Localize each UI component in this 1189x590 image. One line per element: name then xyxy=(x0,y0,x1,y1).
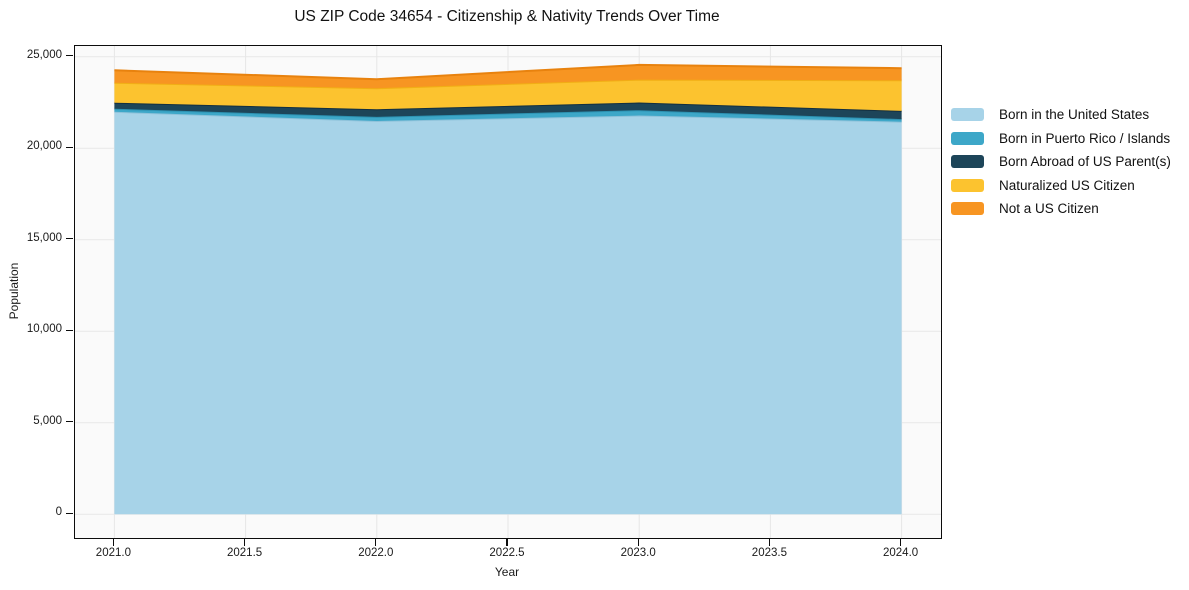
y-tick-mark xyxy=(65,238,73,240)
legend: Born in the United States Born in Puerto … xyxy=(951,103,1171,221)
legend-swatch-icon xyxy=(951,131,984,145)
y-tick-label: 25,000 xyxy=(26,48,62,61)
y-tick-mark xyxy=(65,146,73,148)
y-tick-mark xyxy=(65,421,73,423)
legend-item: Not a US Citizen xyxy=(951,197,1171,221)
y-tick-label: 15,000 xyxy=(26,231,62,244)
x-tick-label: 2021.0 xyxy=(95,547,131,559)
x-tick-mark xyxy=(112,538,114,546)
legend-swatch-icon xyxy=(951,178,984,192)
legend-label: Born Abroad of US Parent(s) xyxy=(999,154,1171,170)
x-tick-mark xyxy=(768,538,770,546)
x-axis-label: Year xyxy=(494,565,520,579)
legend-item: Born in Puerto Rico / Islands xyxy=(951,127,1171,151)
x-tick-label: 2024.0 xyxy=(883,547,919,559)
x-tick-mark xyxy=(244,538,246,546)
x-tick-label: 2022.5 xyxy=(489,547,525,559)
legend-label: Born in Puerto Rico / Islands xyxy=(999,130,1171,146)
legend-swatch-icon xyxy=(951,108,984,122)
x-tick-label: 2023.5 xyxy=(751,547,787,559)
x-tick-mark xyxy=(506,538,508,546)
plot-area xyxy=(74,45,942,539)
legend-swatch-icon xyxy=(951,202,984,216)
stacked-area-svg xyxy=(75,46,941,538)
x-tick-label: 2022.0 xyxy=(358,547,394,559)
x-tick-mark xyxy=(637,538,639,546)
legend-item: Born Abroad of US Parent(s) xyxy=(951,150,1171,174)
x-tick-mark xyxy=(375,538,377,546)
y-tick-mark xyxy=(65,512,73,514)
legend-label: Naturalized US Citizen xyxy=(999,177,1135,193)
chart-title: US ZIP Code 34654 - Citizenship & Nativi… xyxy=(294,8,720,25)
x-tick-label: 2021.5 xyxy=(227,547,263,559)
x-tick-mark xyxy=(900,538,902,546)
y-tick-mark xyxy=(65,329,73,331)
y-tick-label: 20,000 xyxy=(26,140,62,153)
legend-item: Born in the United States xyxy=(951,103,1171,127)
y-axis-label: Population xyxy=(7,262,21,320)
y-tick-mark xyxy=(65,55,73,57)
legend-swatch-icon xyxy=(951,155,984,169)
legend-label: Not a US Citizen xyxy=(999,201,1099,217)
legend-label: Born in the United States xyxy=(999,107,1150,123)
y-tick-label: 10,000 xyxy=(26,323,62,336)
y-tick-label: 5,000 xyxy=(33,414,62,427)
x-tick-label: 2023.0 xyxy=(620,547,656,559)
y-tick-label: 0 xyxy=(55,506,62,519)
legend-item: Naturalized US Citizen xyxy=(951,174,1171,198)
